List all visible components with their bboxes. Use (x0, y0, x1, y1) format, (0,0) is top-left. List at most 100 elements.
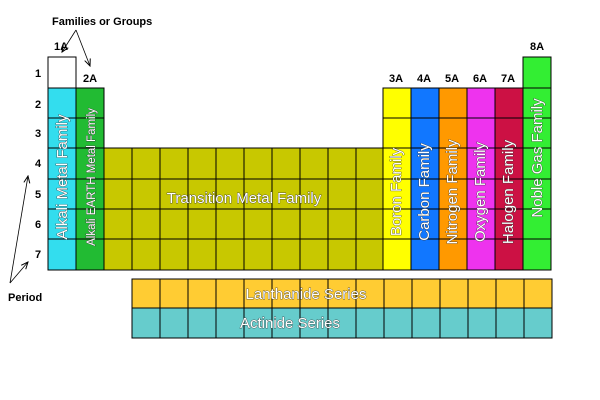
period-labels: 1 2 3 4 5 6 7 (35, 68, 42, 261)
element-cell-g18-p6 (522, 208, 552, 240)
group-label-1a: 1A (54, 41, 68, 53)
oxygen-family-label: Oxygen Family (472, 141, 489, 242)
element-cell-g5-p7 (159, 238, 189, 271)
actinide-cell-13 (467, 307, 497, 339)
element-cell-g17-p2 (494, 87, 524, 119)
element-cell-g13-p6 (382, 208, 412, 240)
actinide-cell-5 (243, 307, 273, 339)
actinide-cell-11 (411, 307, 441, 339)
element-cell-g18-p7 (522, 238, 552, 271)
period-label-4: 4 (35, 158, 42, 170)
element-cell-g3-p7 (103, 238, 133, 271)
element-cell-g4-p7 (131, 238, 161, 271)
actinide-cell-12 (439, 307, 469, 339)
element-cell-g9-p6 (271, 208, 301, 240)
period-label-7: 7 (35, 249, 41, 261)
groups-arrow-1a (62, 29, 77, 52)
element-cell-g18-p2 (522, 87, 552, 119)
element-cell-g16-p3 (466, 117, 496, 149)
element-cell-g11-p7 (327, 238, 357, 271)
element-cell-g10-p5 (299, 178, 329, 210)
element-cell-g2-p2 (75, 87, 105, 119)
series-table-cells (131, 278, 553, 339)
element-cell-g3-p5 (103, 178, 133, 210)
element-cell-g5-p5 (159, 178, 189, 210)
element-cell-g12-p7 (355, 238, 384, 271)
element-cell-g15-p2 (438, 87, 468, 119)
lanthanide-cell-12 (439, 278, 469, 309)
lanthanide-cell-1 (131, 278, 161, 309)
group-label-4a: 4A (417, 73, 431, 85)
element-cell-g11-p6 (327, 208, 357, 240)
lanthanide-cell-5 (243, 278, 273, 309)
lanthanide-cell-11 (411, 278, 441, 309)
element-cell-g5-p4 (159, 147, 189, 180)
element-cell-g14-p4 (410, 147, 440, 180)
main-table-cells (47, 56, 552, 271)
period-label-3: 3 (35, 128, 41, 140)
element-cell-g18-p1 (522, 56, 552, 89)
element-cell-g10-p4 (299, 147, 329, 180)
element-cell-g2-p7 (75, 238, 105, 271)
nitrogen-family-label: Nitrogen Family (444, 139, 461, 245)
element-cell-g12-p6 (355, 208, 384, 240)
halogen-family-label: Halogen Family (500, 139, 517, 244)
groups-label: Families or Groups (52, 16, 152, 28)
actinide-cell-4 (215, 307, 245, 339)
period-label: Period (8, 292, 42, 304)
lanthanide-cell-2 (159, 278, 189, 309)
group-label-2a: 2A (83, 73, 97, 85)
element-cell-g4-p6 (131, 208, 161, 240)
element-cell-g16-p7 (466, 238, 496, 271)
element-cell-g10-p6 (299, 208, 329, 240)
period-label-6: 6 (35, 219, 41, 231)
element-cell-g17-p4 (494, 147, 524, 180)
boron-family-label: Boron Family (388, 147, 405, 236)
actinide-cell-2 (159, 307, 189, 339)
element-cell-g14-p7 (410, 238, 440, 271)
lanthanide-cell-7 (299, 278, 329, 309)
lanthanide-cell-13 (467, 278, 497, 309)
element-cell-g13-p2 (382, 87, 412, 119)
element-cell-g1-p3 (47, 117, 77, 149)
period-annotation-arrows (9, 176, 28, 284)
element-cell-g9-p4 (271, 147, 301, 180)
element-cell-g16-p6 (466, 208, 496, 240)
element-cell-g7-p6 (215, 208, 245, 240)
element-cell-g8-p4 (243, 147, 273, 180)
lanthanide-cell-4 (215, 278, 245, 309)
noble-gas-family-label: Noble Gas Family (529, 98, 546, 218)
lanthanide-cell-6 (271, 278, 301, 309)
element-cell-g4-p5 (131, 178, 161, 210)
element-cell-g6-p4 (187, 147, 217, 180)
actinide-cell-3 (187, 307, 217, 339)
element-cell-g1-p2 (47, 87, 77, 119)
element-cell-g1-p7 (47, 238, 77, 271)
group-label-8a: 8A (530, 41, 544, 53)
element-cell-g6-p6 (187, 208, 217, 240)
element-cell-g14-p2 (410, 87, 440, 119)
group-label-3a: 3A (389, 73, 403, 85)
actinide-cell-7 (299, 307, 329, 339)
element-cell-g14-p6 (410, 208, 440, 240)
actinide-cell-10 (383, 307, 413, 339)
element-cell-g6-p7 (187, 238, 217, 271)
element-cell-g16-p2 (466, 87, 496, 119)
actinide-cell-14 (495, 307, 525, 339)
groups-annotation-arrows (62, 29, 90, 66)
family-labels: Alkali Metal Family Alkali EARTH Metal F… (54, 98, 547, 247)
element-cell-g9-p5 (271, 178, 301, 210)
group-labels: 1A 2A 3A 4A 5A 6A 7A 8A (54, 41, 544, 85)
period-arrow-7 (9, 262, 28, 284)
element-cell-g13-p7 (382, 238, 412, 271)
element-cell-g18-p3 (522, 117, 552, 149)
element-cell-g8-p7 (243, 238, 273, 271)
actinide-cell-9 (355, 307, 385, 339)
lanthanide-cell-14 (495, 278, 525, 309)
group-label-5a: 5A (445, 73, 459, 85)
element-cell-g13-p3 (382, 117, 412, 149)
element-cell-g17-p3 (494, 117, 524, 149)
alkali-family-label: Alkali Metal Family (54, 114, 71, 240)
element-cell-g3-p6 (103, 208, 133, 240)
element-cell-g2-p6 (75, 208, 105, 240)
